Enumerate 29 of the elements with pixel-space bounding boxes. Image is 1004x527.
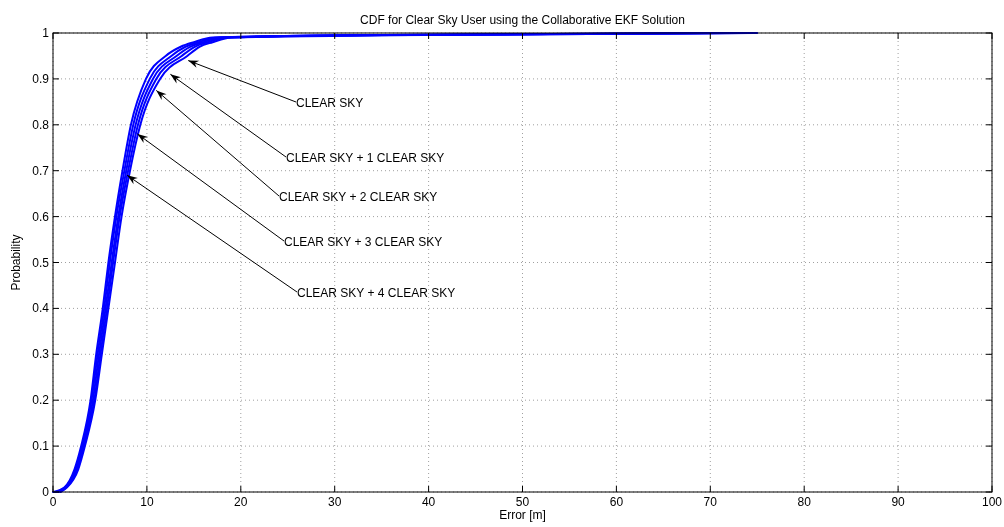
- y-tick-label: 0.5: [32, 255, 50, 270]
- annotation: CLEAR SKY + 2 CLEAR SKY: [279, 190, 438, 204]
- y-tick-label: 0.6: [32, 209, 50, 224]
- annotation: CLEAR SKY + 4 CLEAR SKY: [297, 286, 456, 300]
- y-tick-label: 0.4: [32, 301, 50, 316]
- annotation: CLEAR SKY + 1 CLEAR SKY: [286, 151, 445, 165]
- y-tick-label: 0.3: [32, 347, 50, 362]
- x-tick-label: 70: [703, 495, 718, 509]
- annotation: CLEAR SKY: [296, 96, 364, 110]
- x-tick-label: 60: [609, 495, 624, 509]
- y-tick-label: 0.2: [32, 393, 50, 408]
- y-tick-label: 0.9: [32, 71, 50, 86]
- x-tick-label: 20: [234, 495, 248, 509]
- x-tick-label: 50: [515, 495, 530, 509]
- y-tick-label: 0: [42, 485, 50, 499]
- x-tick-label: 30: [328, 495, 342, 509]
- annotation: CLEAR SKY + 3 CLEAR SKY: [284, 235, 443, 249]
- y-axis-title: Probability: [9, 234, 23, 291]
- x-tick-label: 90: [891, 495, 906, 509]
- x-tick-label: 100: [981, 495, 1003, 509]
- y-tick-label: 0.1: [32, 439, 50, 454]
- x-tick-label: 80: [797, 495, 812, 509]
- x-tick-label: 10: [140, 495, 154, 509]
- y-tick-label: 0.8: [32, 117, 50, 132]
- y-tick-label: 1: [42, 26, 50, 40]
- chart-title: CDF for Clear Sky User using the Collaborative EKF Solution: [360, 13, 685, 27]
- x-tick-label: 40: [421, 495, 436, 509]
- x-axis-title: Error [m]: [499, 508, 546, 522]
- y-tick-label: 0.7: [32, 163, 50, 178]
